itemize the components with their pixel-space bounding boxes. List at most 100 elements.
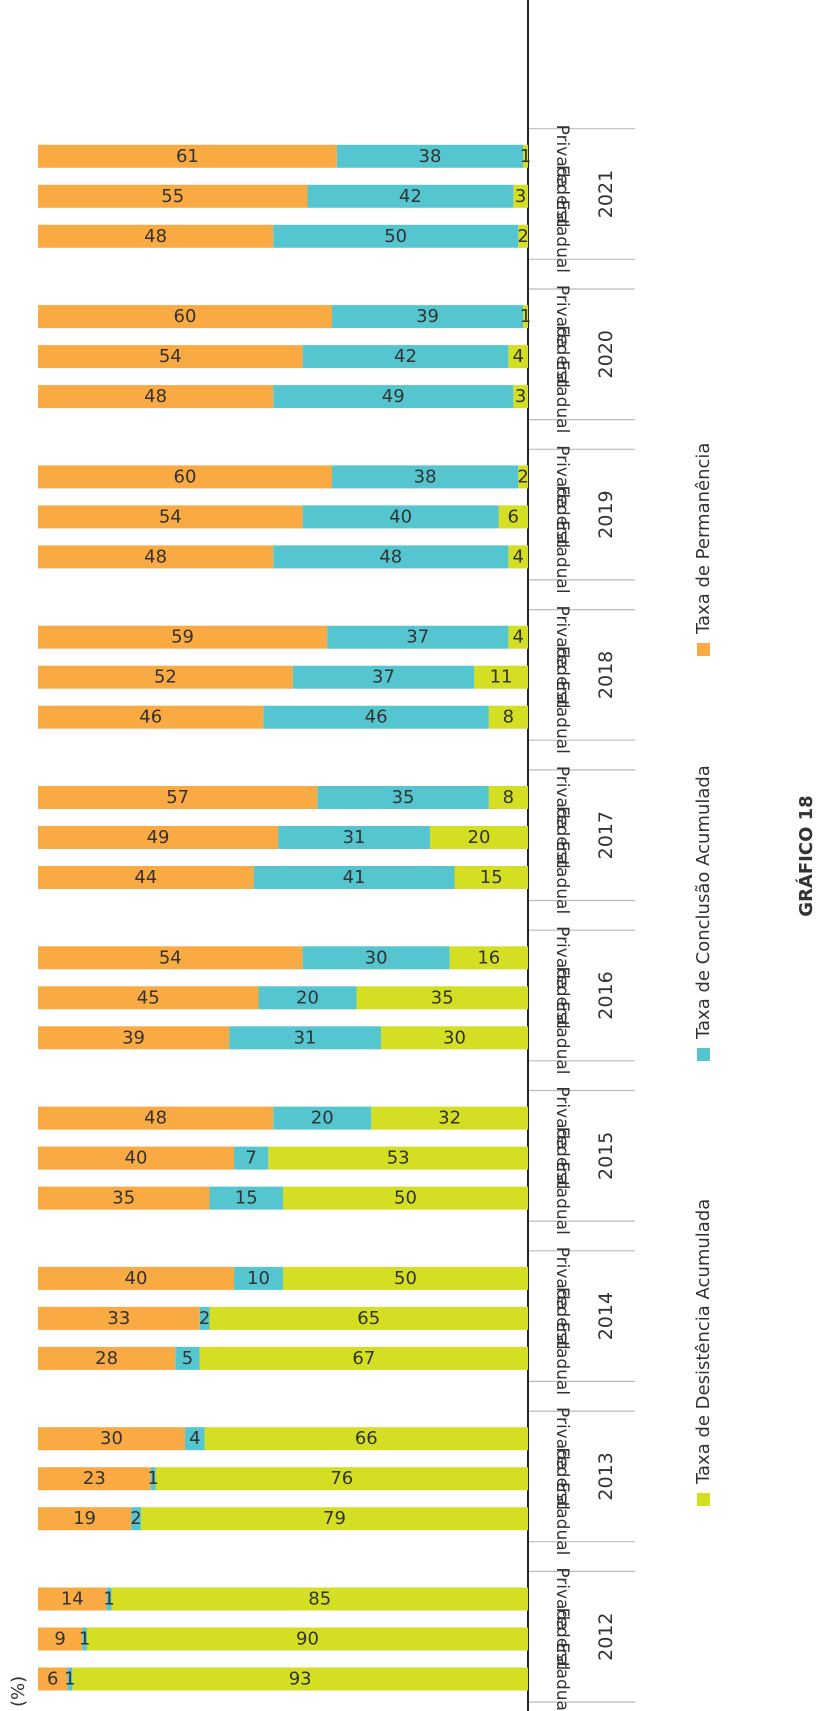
category-label: Estadual [552,1482,572,1555]
bar-segment [209,1306,528,1330]
bar-segment [38,1346,176,1370]
category-label: Privada [552,1407,572,1470]
data-label: 90 [296,1629,319,1650]
bar-segment [234,1146,269,1170]
legend-swatch [697,1048,710,1061]
data-label: 15 [235,1188,258,1209]
category-label: Privada [552,1086,572,1149]
legend-label: Taxa de Desistência Acumulada [693,1199,714,1485]
bar-segment [111,1587,528,1611]
data-label: 8 [503,787,514,808]
data-label: 15 [480,867,503,888]
bar-segment [229,1026,381,1050]
data-label: 54 [159,506,182,527]
bar-segment [258,986,357,1010]
bar-segment [253,866,455,889]
data-label: 65 [357,1308,380,1329]
data-label: 37 [372,667,395,688]
bar-segment [263,705,489,729]
category-label: Privada [552,926,572,989]
bar-segment [38,505,303,529]
bar-segment [371,1106,529,1130]
bar-segment [518,465,529,489]
data-label: 39 [122,1027,145,1048]
bar-segment [38,345,303,369]
data-label: 39 [416,306,439,327]
category-label: Estadual [552,1161,572,1234]
bar-segment [454,866,528,889]
bar-segment [381,1026,528,1050]
data-label: 20 [296,987,319,1008]
data-label: 5 [182,1348,193,1369]
category-label: Federal [552,486,572,549]
data-label: 19 [73,1508,96,1529]
data-label: 66 [355,1428,378,1449]
legend-label: Taxa de Permanência [693,443,714,635]
bar-segment [273,385,514,409]
bar-segment [508,625,528,649]
category-label: Federal [552,646,572,709]
bar-segment [518,224,529,248]
bars [38,144,529,1691]
bar-segment [317,786,489,809]
data-label: 93 [289,1669,312,1690]
bar-segment [283,1186,528,1210]
category-label: Privada [552,445,572,508]
data-label: 54 [159,346,182,367]
bar-segment [140,1507,528,1531]
legend-swatch [697,1493,710,1506]
data-label: 35 [112,1188,135,1209]
data-label: 79 [323,1508,346,1529]
bar-segment [38,1587,107,1611]
data-label: 28 [95,1348,118,1369]
data-label: 57 [166,787,189,808]
bar-segment [38,1146,234,1170]
data-label: 50 [394,1268,417,1289]
bar-segment [336,144,524,168]
bar-segment [38,786,318,809]
bar-segment [38,224,274,248]
category-label: Estadual [552,520,572,593]
data-label: 4 [512,627,523,648]
data-label: 2 [130,1508,141,1529]
data-label: 1 [64,1669,75,1690]
bar-segment [38,385,274,409]
bar-segment [273,545,509,569]
data-label: 2 [517,466,528,487]
data-label: 14 [61,1589,84,1610]
data-label: 30 [100,1428,123,1449]
data-label: 31 [294,1027,317,1048]
data-label: 1 [79,1629,90,1650]
data-label: 76 [330,1468,353,1489]
data-label: 59 [171,627,194,648]
group-label-2021: 2021 [595,170,617,218]
group-label-2016: 2016 [595,971,617,1019]
bar-segment [513,385,528,409]
data-label: 46 [139,707,162,728]
data-label: 11 [490,667,513,688]
bar-segment [67,1667,73,1691]
bar-segment [106,1587,112,1611]
bar-segment [332,465,519,489]
bar-segment [38,826,279,849]
category-label: Estadual [552,1642,572,1711]
category-label: Estadual [552,1322,572,1395]
category-label: Privada [552,1247,572,1310]
bar-segment [38,1667,68,1691]
data-label: 42 [399,186,422,207]
bar-segment [283,1266,528,1290]
value-labels: 9316901985114792197612366430675286523350… [47,146,531,1690]
data-label: 4 [512,546,523,567]
data-label: 20 [468,827,491,848]
bar-segment [38,305,332,329]
data-label: 48 [144,546,167,567]
data-label: 30 [443,1027,466,1048]
data-label: 53 [387,1148,410,1169]
data-label: 46 [365,707,388,728]
bar-segment [155,1467,528,1491]
bar-segment [38,1507,132,1531]
data-label: 8 [503,707,514,728]
data-label: 48 [144,226,167,247]
chart-caption: GRÁFICO 18 [795,795,817,916]
data-label: 38 [414,466,437,487]
